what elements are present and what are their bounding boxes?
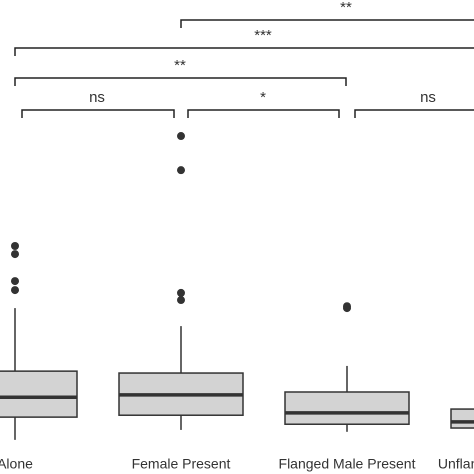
outlier xyxy=(11,277,19,286)
outlier xyxy=(11,286,19,295)
outlier xyxy=(177,132,185,141)
box xyxy=(284,391,410,425)
significance-bracket xyxy=(354,109,474,118)
significance-label: ** xyxy=(340,0,352,16)
box xyxy=(450,408,474,429)
outlier xyxy=(11,250,19,259)
outlier xyxy=(11,242,19,251)
outlier xyxy=(177,288,185,297)
outlier xyxy=(177,166,185,175)
x-tick-label: Unflanged Male Present xyxy=(438,456,474,472)
significance-label: *** xyxy=(254,27,272,44)
x-tick-label: Female Present xyxy=(132,456,231,472)
significance-label: ns xyxy=(420,89,436,106)
significance-bracket xyxy=(187,109,340,118)
significance-label: * xyxy=(260,89,266,106)
outlier xyxy=(343,304,351,313)
significance-label: ** xyxy=(174,57,186,74)
significance-label: ns xyxy=(89,89,105,106)
significance-bracket xyxy=(14,47,474,56)
significance-bracket xyxy=(21,109,175,118)
x-tick-label: Alone xyxy=(0,456,33,472)
significance-bracket xyxy=(14,77,347,86)
box xyxy=(0,370,78,418)
x-tick-label: Flanged Male Present xyxy=(279,456,416,472)
outlier xyxy=(177,296,185,305)
significance-bracket xyxy=(180,19,474,28)
